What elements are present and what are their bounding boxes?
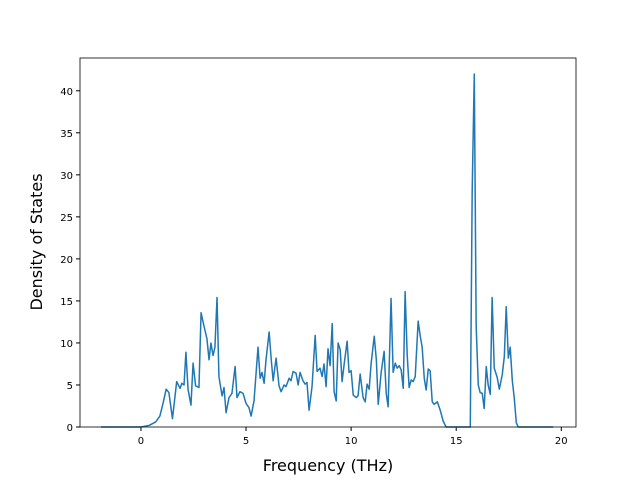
y-tick-label: 30 — [60, 171, 73, 182]
x-tick-label: 0 — [138, 436, 144, 447]
plot-frame — [79, 57, 577, 428]
y-tick-label: 40 — [60, 87, 73, 98]
y-tick-label: 0 — [67, 423, 73, 434]
x-axis-label: Frequency (THz) — [263, 456, 393, 475]
x-tick-label: 15 — [450, 436, 463, 447]
x-tick-label: 20 — [555, 436, 568, 447]
y-tick-label: 10 — [60, 339, 73, 350]
y-axis-label: Density of States — [27, 173, 46, 310]
x-tick-label: 5 — [243, 436, 249, 447]
y-tick-label: 20 — [60, 255, 73, 266]
y-tick-label: 35 — [60, 129, 73, 140]
y-tick-label: 5 — [67, 381, 73, 392]
y-tick-label: 25 — [60, 213, 73, 224]
x-tick-label: 10 — [345, 436, 358, 447]
y-tick-label: 15 — [60, 297, 73, 308]
